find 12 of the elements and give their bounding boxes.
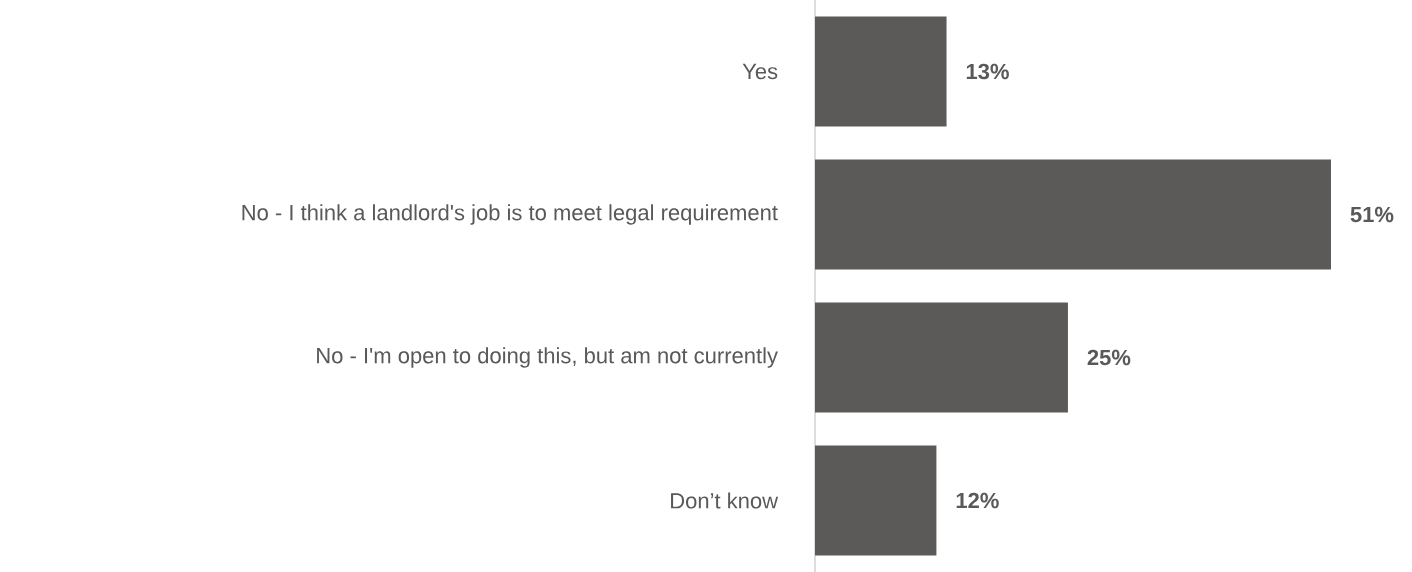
data-label: 51% bbox=[1350, 206, 1394, 223]
y-tick-label: No - I'm open to doing this, but am not currently bbox=[317, 347, 778, 368]
bar bbox=[815, 302, 1068, 413]
y-tick-label: Don’t know bbox=[671, 492, 779, 509]
y-tick-label: Yes bbox=[742, 63, 778, 80]
bar bbox=[815, 16, 947, 127]
y-tick-label: No - I think a landlord's job is to meet legal requirement bbox=[242, 204, 778, 225]
bar bbox=[815, 445, 937, 556]
data-label: 25% bbox=[1087, 349, 1131, 366]
bar bbox=[815, 159, 1331, 270]
data-label: 13% bbox=[966, 63, 1009, 80]
data-label: 12% bbox=[956, 492, 999, 509]
